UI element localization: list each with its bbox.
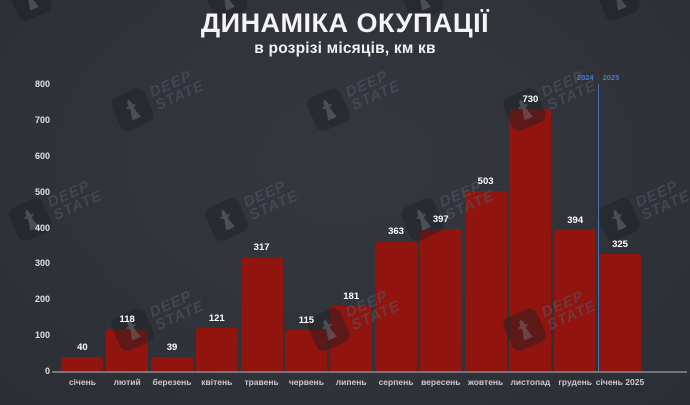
y-axis-tick-label: 0 <box>44 366 50 376</box>
bar-value-label: 317 <box>253 242 270 254</box>
bar-липень <box>330 306 373 371</box>
x-axis-category-label: червень <box>288 377 324 387</box>
y-axis-tick-label: 300 <box>34 258 50 269</box>
x-axis-category-label: січень 2025 <box>595 377 645 387</box>
x-axis-category-label: травень <box>244 377 279 387</box>
x-axis-category-label: серпень <box>378 377 414 387</box>
bar-грудень <box>554 229 597 371</box>
bar-березень <box>151 357 193 371</box>
bar-value-label: 40 <box>77 341 88 353</box>
bar-вересень <box>419 228 462 371</box>
x-axis-category-label: березень <box>152 377 192 387</box>
y-axis-tick-label: 500 <box>34 186 50 197</box>
bar-лютий <box>106 328 149 371</box>
bar-value-label: 121 <box>208 312 225 324</box>
bar-січень 2025 <box>599 254 641 371</box>
y-axis-tick-label: 700 <box>34 114 50 125</box>
bar-value-label: 730 <box>522 94 539 106</box>
bar-value-label: 118 <box>119 313 135 325</box>
y-axis-tick-label: 200 <box>34 294 50 305</box>
bar-value-label: 394 <box>567 214 584 226</box>
chart-title: ДИНАМІКА ОКУПАЦІЇ <box>200 8 490 38</box>
bar-value-label: 325 <box>612 239 628 251</box>
bar-value-label: 115 <box>298 314 315 326</box>
x-axis-category-label: квітень <box>201 377 233 387</box>
bar-квітень <box>195 327 238 371</box>
x-axis-category-label: грудень <box>558 377 592 387</box>
year-label-2025: 2025 <box>602 73 620 82</box>
y-axis-tick-label: 600 <box>34 150 50 161</box>
x-axis-category-label: жовтень <box>467 377 504 387</box>
bar-value-label: 181 <box>343 291 360 303</box>
bar-value-label: 39 <box>166 342 178 353</box>
bar-січень <box>61 356 104 371</box>
bar-листопад <box>509 109 552 371</box>
bar-value-label: 363 <box>388 225 404 237</box>
x-axis-category-label: липень <box>335 377 367 387</box>
y-axis-tick-label: 800 <box>34 79 50 89</box>
x-axis-category-label: вересень <box>421 377 461 387</box>
x-axis-category-label: листопад <box>510 377 551 387</box>
x-axis-category-label: січень <box>68 377 96 387</box>
bar-травень <box>240 257 283 371</box>
bar-value-label: 503 <box>477 175 494 187</box>
chart-subtitle: в розрізі місяців, км кв <box>254 40 436 57</box>
bar-value-label: 397 <box>432 213 449 225</box>
year-label-2024: 2024 <box>576 73 594 82</box>
bar-серпень <box>375 240 417 371</box>
y-axis-tick-label: 400 <box>34 222 50 233</box>
bar-жовтень <box>464 190 507 371</box>
x-axis-category-label: лютий <box>113 377 141 387</box>
year-divider-line <box>597 84 600 371</box>
chart-header: ДИНАМІКА ОКУПАЦІЇ в розрізі місяців, км … <box>0 8 690 58</box>
x-axis-line <box>52 371 687 373</box>
y-axis-tick-label: 100 <box>34 330 50 341</box>
bar-червень <box>285 329 328 371</box>
